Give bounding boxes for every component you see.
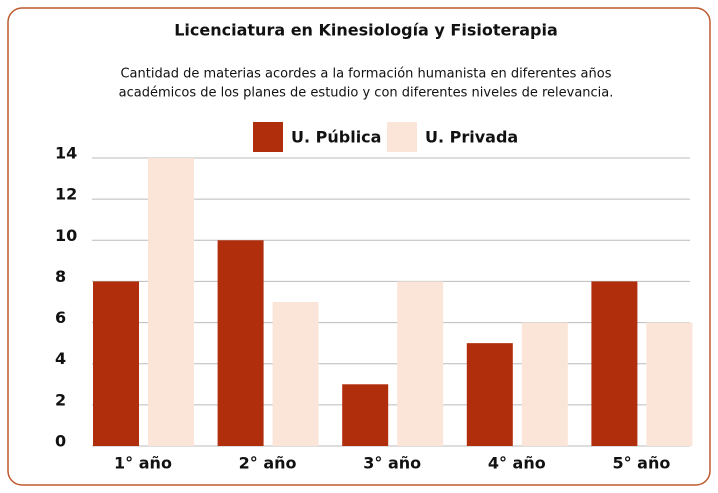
- bar: [272, 302, 319, 446]
- bar: [148, 158, 194, 446]
- bar: [342, 384, 389, 446]
- x-tick-label: 5° año: [612, 454, 670, 473]
- bar: [397, 281, 444, 446]
- y-tick-label: 10: [55, 226, 77, 245]
- y-tick-label: 6: [55, 308, 66, 327]
- bar: [217, 240, 264, 446]
- y-tick-label: 2: [55, 390, 66, 409]
- bar: [93, 281, 139, 446]
- chart-title: Licenciatura en Kinesiología y Fisiotera…: [174, 21, 558, 40]
- legend-swatch: [387, 122, 417, 152]
- x-tick-label: 4° año: [488, 454, 546, 473]
- bar: [591, 281, 638, 446]
- y-tick-label: 0: [55, 432, 66, 451]
- y-tick-label: 8: [55, 267, 66, 286]
- bar: [646, 322, 693, 446]
- y-tick-label: 14: [55, 144, 77, 163]
- legend-label: U. Privada: [425, 128, 518, 147]
- legend-swatch: [253, 122, 283, 152]
- legend-label: U. Pública: [291, 128, 381, 147]
- bar: [466, 343, 513, 446]
- y-tick-label: 4: [55, 349, 66, 368]
- x-tick-label: 2° año: [239, 454, 297, 473]
- y-tick-label: 12: [55, 185, 77, 204]
- bar: [521, 322, 568, 446]
- chart-subtitle: académicos de los planes de estudio y co…: [119, 86, 614, 101]
- chart-subtitle: Cantidad de materias acordes a la formac…: [120, 67, 611, 82]
- x-tick-label: 1° año: [114, 454, 172, 473]
- x-tick-label: 3° año: [363, 454, 421, 473]
